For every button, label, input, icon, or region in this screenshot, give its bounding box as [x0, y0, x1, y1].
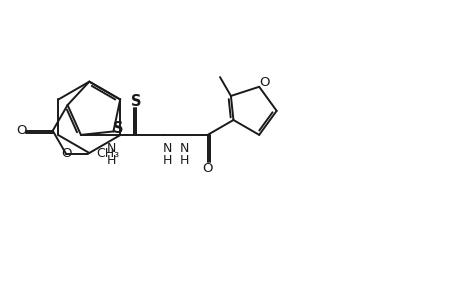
Text: S: S [131, 94, 141, 109]
Text: O: O [61, 147, 71, 161]
Text: O: O [258, 76, 269, 89]
Text: N
H: N H [180, 142, 189, 167]
Text: N
H: N H [162, 142, 171, 167]
Text: CH₃: CH₃ [95, 147, 119, 161]
Text: O: O [16, 124, 26, 137]
Text: O: O [202, 162, 213, 175]
Text: N
H: N H [106, 142, 116, 167]
Text: S: S [113, 121, 123, 136]
